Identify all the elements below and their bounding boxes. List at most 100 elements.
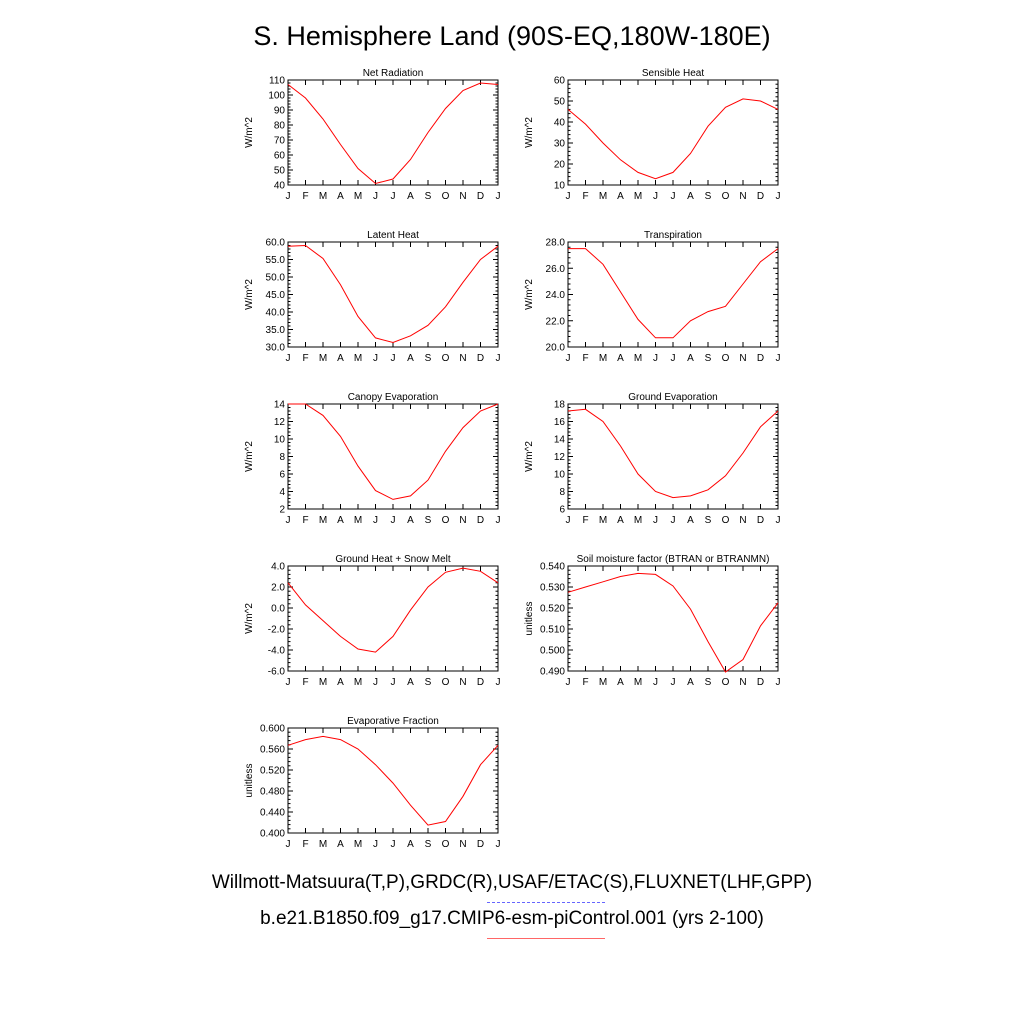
y-tick-label: 0.540 (540, 562, 565, 573)
plot-frame (287, 241, 499, 348)
legend-model-label: b.e21.B1850.f09_g17.CMIP6-esm-piControl.… (260, 908, 764, 929)
x-tick-label: J (653, 353, 658, 364)
x-tick-label: S (425, 353, 432, 364)
x-tick-label: M (634, 353, 642, 364)
x-tick-label: A (617, 677, 624, 688)
y-tick-label: 12 (554, 452, 566, 463)
x-tick-label: D (477, 515, 484, 526)
plot-frame (567, 79, 779, 186)
y-tick-label: 40 (274, 181, 286, 192)
x-tick-label: M (599, 515, 607, 526)
y-tick-label: 50 (554, 97, 566, 108)
x-tick-label: A (337, 353, 344, 364)
y-tick-label: 90 (274, 106, 286, 117)
y-tick-label: 0.400 (260, 829, 285, 840)
y-tick-label: 70 (274, 136, 286, 147)
x-tick-label: J (776, 353, 781, 364)
x-tick-label: A (687, 515, 694, 526)
x-tick-label: A (337, 839, 344, 850)
x-tick-label: F (302, 353, 308, 364)
x-tick-label: M (354, 515, 362, 526)
x-tick-label: F (582, 515, 588, 526)
x-tick-label: S (705, 353, 712, 364)
y-tick-label: 100 (268, 91, 285, 102)
series-line (287, 244, 499, 344)
x-tick-label: M (634, 515, 642, 526)
x-tick-label: M (599, 191, 607, 202)
x-tick-label: M (319, 677, 327, 688)
x-tick-label: J (373, 353, 378, 364)
x-tick-label: J (671, 515, 676, 526)
x-tick-label: N (739, 353, 746, 364)
x-tick-label: D (757, 515, 764, 526)
x-tick-label: M (319, 515, 327, 526)
y-tick-label: 20.0 (546, 343, 566, 354)
y-tick-label: 55.0 (266, 255, 286, 266)
y-tick-label: 0.520 (260, 766, 285, 777)
y-tick-label: 14 (274, 400, 286, 411)
y-tick-label: 10 (554, 181, 566, 192)
x-tick-label: M (319, 839, 327, 850)
x-tick-label: A (687, 191, 694, 202)
x-tick-label: A (617, 515, 624, 526)
x-tick-label: S (705, 191, 712, 202)
y-tick-label: 0.520 (540, 604, 565, 615)
y-tick-label: 60 (274, 151, 286, 162)
x-tick-label: A (687, 677, 694, 688)
legend-obs-swatch (487, 902, 605, 903)
y-tick-label: 0.480 (260, 787, 285, 798)
x-tick-label: J (391, 515, 396, 526)
x-tick-label: F (302, 677, 308, 688)
y-tick-label: 18 (554, 400, 566, 411)
y-axis-label: W/m^2 (524, 279, 535, 310)
x-tick-label: A (337, 191, 344, 202)
x-tick-label: J (373, 191, 378, 202)
chart-title: Ground Heat + Snow Melt (335, 554, 451, 565)
legend-obs-label: Willmott-Matsuura(T,P),GRDC(R),USAF/ETAC… (211, 872, 813, 893)
chart-title: Sensible Heat (642, 68, 704, 79)
x-tick-label: J (653, 191, 658, 202)
x-tick-label: A (617, 191, 624, 202)
y-tick-label: 45.0 (266, 290, 286, 301)
x-tick-label: J (286, 839, 291, 850)
x-tick-label: D (477, 353, 484, 364)
x-tick-label: M (354, 353, 362, 364)
x-tick-label: F (582, 353, 588, 364)
x-tick-label: S (705, 515, 712, 526)
x-tick-label: D (477, 677, 484, 688)
y-tick-label: 40 (554, 118, 566, 129)
y-tick-label: 0.600 (260, 724, 285, 735)
y-axis-label: unitless (244, 764, 255, 798)
x-tick-label: N (739, 677, 746, 688)
x-tick-label: D (757, 677, 764, 688)
x-tick-label: J (391, 353, 396, 364)
y-axis-label: unitless (524, 602, 535, 636)
x-tick-label: J (566, 515, 571, 526)
x-tick-label: O (442, 353, 450, 364)
x-tick-label: O (722, 191, 730, 202)
x-tick-label: M (319, 353, 327, 364)
x-tick-label: N (739, 191, 746, 202)
x-tick-label: J (671, 191, 676, 202)
x-tick-label: N (459, 353, 466, 364)
y-tick-label: 12 (274, 417, 286, 428)
x-tick-label: J (391, 677, 396, 688)
panel-sensible-heat: Sensible Heat W/m^2 10 20 30 40 50 60 J F M A M J J A S O… (520, 60, 781, 210)
x-tick-label: S (425, 515, 432, 526)
y-tick-label: 6 (279, 470, 285, 481)
x-tick-label: F (582, 677, 588, 688)
x-tick-label: J (286, 515, 291, 526)
x-tick-label: O (722, 353, 730, 364)
x-tick-label: A (407, 839, 414, 850)
x-tick-label: J (776, 515, 781, 526)
x-tick-label: O (722, 515, 730, 526)
x-tick-label: J (286, 677, 291, 688)
x-tick-label: O (442, 191, 450, 202)
y-tick-label: 50.0 (266, 273, 286, 284)
y-tick-label: -6.0 (268, 667, 286, 678)
plot-frame (287, 565, 499, 672)
x-tick-label: J (286, 191, 291, 202)
x-tick-label: D (477, 191, 484, 202)
